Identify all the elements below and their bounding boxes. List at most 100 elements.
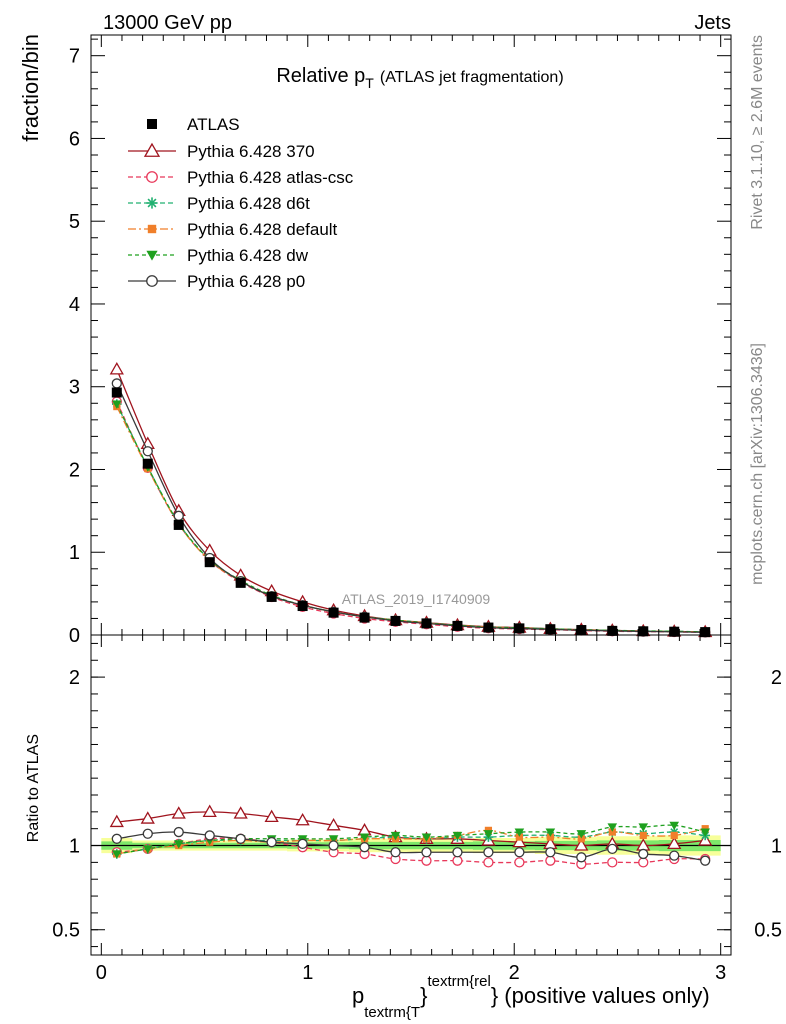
legend-entry-4: Pythia 6.428 dw bbox=[128, 246, 309, 265]
ratio-point bbox=[109, 814, 124, 828]
ratio-point bbox=[173, 840, 184, 849]
ratio-point bbox=[421, 847, 432, 858]
data-point bbox=[638, 626, 649, 637]
x-axis-label-p: p bbox=[352, 983, 364, 1008]
ratio-point bbox=[233, 806, 248, 819]
ratio-point bbox=[142, 845, 153, 854]
y-axis-label-top: fraction/bin bbox=[18, 34, 43, 142]
legend-entry-1: Pythia 6.428 atlas-csc bbox=[128, 168, 354, 187]
chart-title-paren: (ATLAS jet fragmentation) bbox=[380, 69, 564, 86]
ratio-point bbox=[142, 828, 153, 839]
ratio-point bbox=[452, 855, 463, 866]
x-tick-label: 3 bbox=[715, 962, 726, 984]
ratio-point bbox=[390, 831, 401, 841]
ratio-point bbox=[700, 855, 711, 866]
ratio-point bbox=[639, 831, 647, 840]
ratio-point bbox=[483, 847, 494, 858]
ratio-point bbox=[514, 847, 525, 858]
ratio-series-5 bbox=[111, 826, 711, 866]
ratio-y-tick-label-left: 0.5 bbox=[52, 920, 80, 942]
y-tick-label-top: 4 bbox=[69, 294, 80, 316]
ratio-point bbox=[576, 830, 587, 839]
data-point bbox=[514, 623, 525, 634]
x-tick-label: 1 bbox=[302, 962, 313, 984]
legend-label: Pythia 6.428 atlas-csc bbox=[187, 168, 354, 187]
legend-entry-data: ATLAS bbox=[147, 115, 240, 134]
ratio-point bbox=[545, 828, 556, 837]
ratio-point bbox=[607, 843, 618, 855]
legend-label: Pythia 6.428 p0 bbox=[187, 272, 305, 291]
series-point bbox=[112, 400, 122, 409]
data-point bbox=[576, 625, 587, 636]
ratio-point bbox=[669, 821, 680, 831]
ratio-point bbox=[608, 828, 616, 836]
ratio-point bbox=[515, 833, 523, 841]
data-point bbox=[483, 622, 494, 633]
x-axis-label-rest: } (positive values only) bbox=[491, 983, 710, 1008]
data-point bbox=[328, 607, 339, 618]
analysis-tag: ATLAS_2019_I1740909 bbox=[342, 591, 491, 607]
x-axis-label-brace: } bbox=[420, 983, 427, 1008]
ratio-point bbox=[173, 826, 184, 838]
ratio-point bbox=[607, 857, 618, 868]
ratio-panel-frame bbox=[90, 634, 732, 956]
ratio-point bbox=[171, 806, 186, 819]
data-point bbox=[700, 627, 711, 638]
chart-title-main: Relative p bbox=[276, 65, 365, 87]
chart-title-sub: T bbox=[365, 75, 374, 91]
ratio-point bbox=[574, 838, 589, 851]
legend-label: Pythia 6.428 dw bbox=[187, 246, 309, 265]
series-point bbox=[109, 362, 124, 375]
ratio-point bbox=[607, 823, 618, 832]
x-tick-label: 2 bbox=[509, 962, 520, 984]
data-point bbox=[235, 577, 246, 588]
legend-marker bbox=[146, 275, 158, 287]
data-point bbox=[421, 618, 432, 629]
ratio-point bbox=[328, 840, 339, 851]
ratio-point bbox=[514, 857, 525, 868]
legend-entry-3: Pythia 6.428 default bbox=[128, 220, 338, 239]
data-point bbox=[204, 557, 215, 568]
ratio-point bbox=[638, 848, 649, 860]
legend-entry-0: Pythia 6.428 370 bbox=[128, 142, 315, 161]
ratio-panel-series bbox=[109, 804, 713, 870]
data-point bbox=[111, 387, 122, 398]
data-point bbox=[142, 458, 153, 469]
ratio-point bbox=[483, 830, 494, 839]
ratio-point bbox=[514, 828, 525, 837]
ratio-point bbox=[669, 850, 680, 861]
ratio-y-tick-label-left: 2 bbox=[69, 667, 80, 689]
y-tick-label-top: 5 bbox=[69, 211, 80, 233]
x-axis-label-sup: textrm{rel bbox=[427, 973, 490, 990]
legend-label: ATLAS bbox=[187, 115, 240, 134]
data-point bbox=[452, 620, 463, 631]
legend-label: Pythia 6.428 default bbox=[187, 220, 338, 239]
ratio-line bbox=[116, 824, 706, 855]
x-tick-label: 0 bbox=[96, 962, 107, 984]
series-point bbox=[111, 378, 122, 389]
axis-ticks: 0 1 2 3 0 1 2 3 4 5 6 7 0.5 0.5 1 1 2 2 bbox=[52, 35, 782, 984]
ratio-point bbox=[670, 831, 678, 840]
x-axis-label: ptextrm{T}textrm{rel} (positive values o… bbox=[352, 973, 710, 1021]
legend-label: Pythia 6.428 d6t bbox=[187, 194, 310, 213]
atlas-data bbox=[111, 387, 711, 638]
legend: ATLAS Pythia 6.428 370 Pythia 6.428 atlas-… bbox=[128, 115, 354, 291]
ratio-point bbox=[359, 842, 370, 853]
ratio-point bbox=[140, 811, 155, 824]
chart-title: Relative pT (ATLAS jet fragmentation) bbox=[276, 65, 563, 91]
ratio-point bbox=[546, 833, 554, 841]
y-tick-label-top: 1 bbox=[69, 542, 80, 564]
ratio-point bbox=[204, 830, 215, 841]
ratio-point bbox=[421, 855, 432, 866]
legend-marker bbox=[146, 250, 158, 261]
ratio-point bbox=[111, 833, 122, 844]
rivet-version-label: Rivet 3.1.10, ≥ 2.6M events bbox=[749, 35, 766, 230]
ratio-point bbox=[202, 804, 217, 817]
ratio-point bbox=[667, 836, 682, 849]
ratio-point bbox=[700, 828, 710, 837]
main-panel-series bbox=[109, 362, 713, 638]
ratio-point bbox=[112, 850, 122, 859]
ratio-point bbox=[235, 833, 246, 844]
ratio-y-tick-label-left: 1 bbox=[69, 836, 80, 858]
